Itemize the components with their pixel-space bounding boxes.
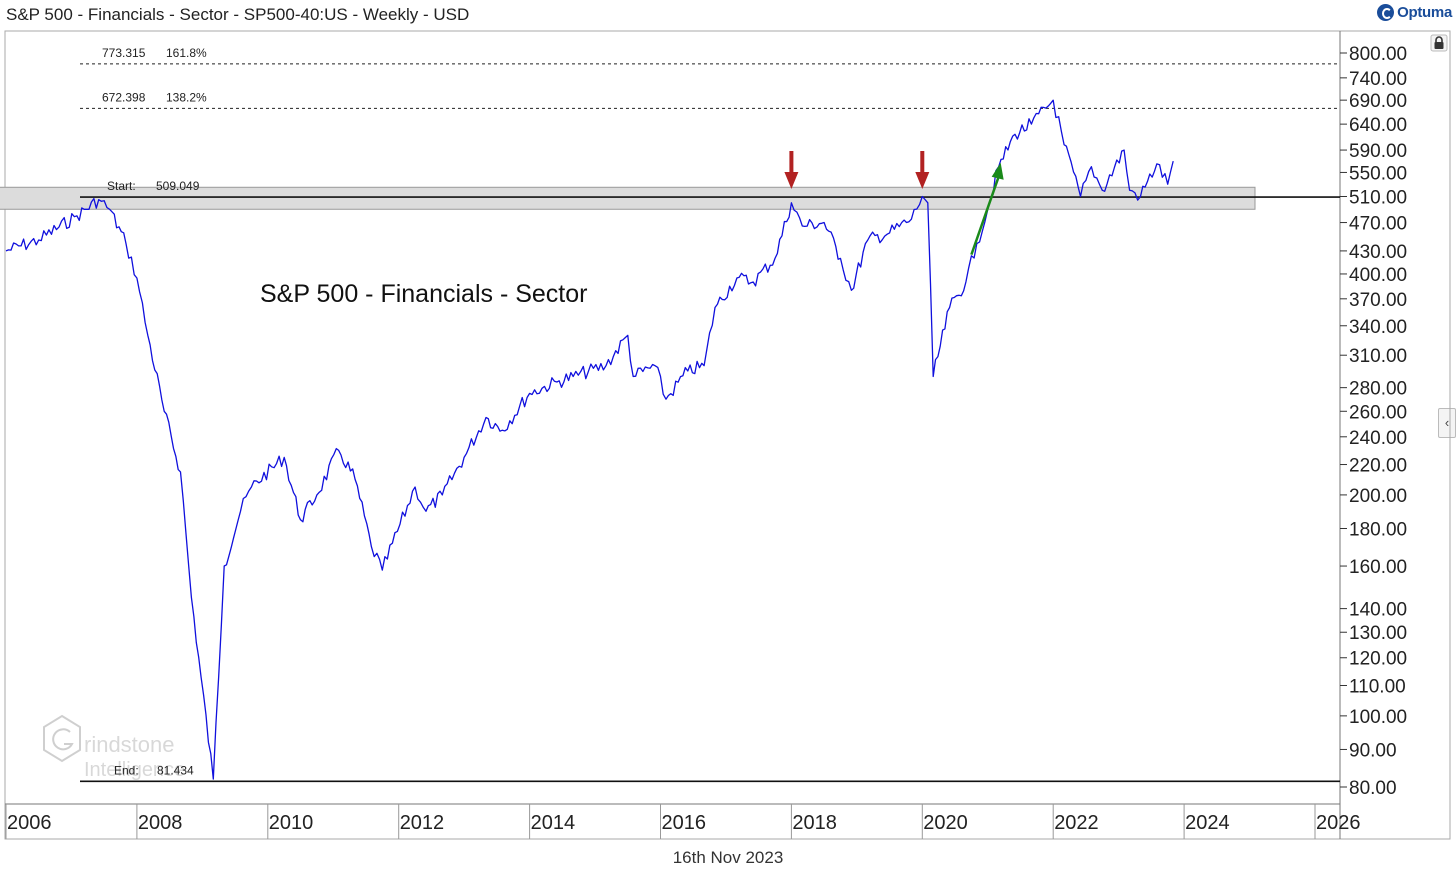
x-tick-label: 2006 bbox=[7, 812, 52, 834]
breakout-up-arrow-icon bbox=[970, 162, 1004, 256]
grindstone-watermark: rindstone Intelligence bbox=[43, 714, 185, 781]
end-value: 81.434 bbox=[157, 763, 194, 777]
y-tick-label: 470.00 bbox=[1349, 214, 1407, 235]
y-tick-label: 340.00 bbox=[1349, 317, 1407, 338]
x-tick-label: 2022 bbox=[1054, 812, 1099, 834]
x-tick-label: 2024 bbox=[1185, 812, 1230, 834]
x-tick-label: 2008 bbox=[138, 812, 183, 834]
optuma-logo-icon bbox=[1377, 4, 1395, 21]
y-tick-label: 240.00 bbox=[1349, 428, 1407, 449]
brand: Optuma bbox=[1377, 4, 1452, 21]
resistance-down-arrow-icon bbox=[784, 151, 799, 189]
y-tick-label: 120.00 bbox=[1349, 649, 1407, 670]
watermark-line1: rindstone bbox=[84, 732, 175, 757]
y-tick-label: 510.00 bbox=[1349, 188, 1407, 209]
x-tick-label: 2016 bbox=[662, 812, 707, 834]
chart-header-title: S&P 500 - Financials - Sector - SP500-40… bbox=[6, 5, 470, 24]
y-tick-label: 400.00 bbox=[1349, 265, 1407, 286]
y-tick-label: 260.00 bbox=[1349, 402, 1407, 423]
y-tick-label: 740.00 bbox=[1349, 69, 1407, 90]
y-tick-label: 690.00 bbox=[1349, 91, 1407, 112]
y-tick-label: 370.00 bbox=[1349, 290, 1407, 311]
y-tick-label: 220.00 bbox=[1349, 456, 1407, 477]
y-tick-label: 800.00 bbox=[1349, 44, 1407, 65]
y-tick-label: 80.00 bbox=[1349, 778, 1397, 799]
fib-138-percent-label: 138.2% bbox=[166, 90, 207, 104]
end-label: End: bbox=[114, 763, 139, 777]
y-tick-label: 200.00 bbox=[1349, 486, 1407, 507]
y-tick-label: 100.00 bbox=[1349, 707, 1407, 728]
x-tick-label: 2014 bbox=[531, 812, 576, 834]
y-tick-label: 160.00 bbox=[1349, 557, 1407, 578]
y-tick-label: 140.00 bbox=[1349, 600, 1407, 621]
fib-138-price-label: 672.398 bbox=[102, 90, 146, 104]
x-axis: 2006 2008 2010 2012 2014 2016 2018 2020 2022 2024… bbox=[5, 804, 1361, 839]
price-series-line bbox=[5, 99, 1174, 780]
footer-date: 16th Nov 2023 bbox=[672, 848, 784, 867]
y-tick-label: 110.00 bbox=[1349, 676, 1406, 697]
fib-161-percent-label: 161.8% bbox=[166, 46, 207, 60]
x-tick-label: 2026 bbox=[1316, 812, 1361, 834]
plot-area-frame bbox=[4, 30, 1451, 840]
y-tick-label: 550.00 bbox=[1349, 163, 1407, 184]
x-tick-label: 2020 bbox=[923, 812, 968, 834]
x-tick-label: 2010 bbox=[269, 812, 314, 834]
x-tick-label: 2012 bbox=[400, 812, 445, 834]
fib-161-price-label: 773.315 bbox=[102, 46, 146, 60]
y-tick-label: 130.00 bbox=[1349, 623, 1407, 644]
grindstone-hexagon-icon bbox=[43, 714, 81, 763]
annotation-markers bbox=[784, 151, 1004, 256]
y-tick-label: 590.00 bbox=[1349, 141, 1407, 162]
y-tick-label: 180.00 bbox=[1349, 519, 1407, 540]
support-zone bbox=[0, 186, 1256, 210]
lock-icon[interactable] bbox=[1430, 34, 1448, 52]
y-tick-label: 90.00 bbox=[1349, 740, 1397, 761]
start-label: Start: bbox=[107, 179, 136, 193]
y-tick-label: 640.00 bbox=[1349, 115, 1407, 136]
watermark-line2: Intelligence bbox=[84, 759, 185, 781]
x-tick-label: 2018 bbox=[792, 812, 837, 834]
chart-title: S&P 500 - Financials - Sector bbox=[260, 280, 587, 308]
y-tick-label: 280.00 bbox=[1349, 379, 1407, 400]
y-tick-label: 430.00 bbox=[1349, 242, 1407, 263]
brand-name: Optuma bbox=[1397, 4, 1452, 21]
resistance-down-arrow-icon bbox=[915, 151, 930, 189]
start-value: 509.049 bbox=[156, 179, 200, 193]
y-tick-label: 310.00 bbox=[1349, 346, 1407, 367]
